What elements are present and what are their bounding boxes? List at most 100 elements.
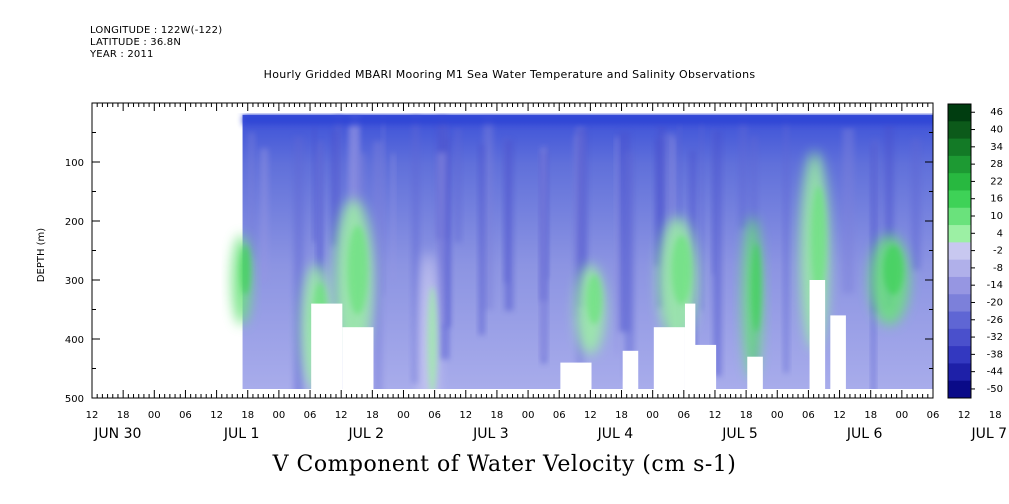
x-day-label: JUL 6 <box>846 426 883 442</box>
x-tick-label: 06 <box>304 410 317 421</box>
field-streak <box>871 139 880 313</box>
y-tick-label: 300 <box>65 276 84 287</box>
colorbar-label: -14 <box>987 280 1003 291</box>
colorbar-label: 34 <box>990 142 1003 153</box>
x-tick-label: 18 <box>491 410 504 421</box>
field-streak <box>411 115 420 384</box>
field-streak <box>618 131 631 332</box>
x-tick-label: 18 <box>241 410 254 421</box>
field-streak <box>317 141 323 389</box>
colorbar-swatch <box>948 104 971 122</box>
x-tick-label: 18 <box>366 410 379 421</box>
missing-data-gap <box>830 315 846 390</box>
x-tick-label: 18 <box>989 410 1002 421</box>
missing-data-gap <box>560 362 592 390</box>
x-tick-label: 18 <box>117 410 130 421</box>
y-tick-label: 500 <box>65 394 84 405</box>
field-streak <box>699 121 704 311</box>
y-tick-labels: 100 200 300 400 500 <box>65 158 84 405</box>
colorbar-label: -20 <box>987 297 1003 308</box>
x-tick-label: 06 <box>428 410 441 421</box>
x-tick-label: 06 <box>179 410 192 421</box>
field-streak <box>437 152 446 326</box>
x-tick-label: 12 <box>709 410 722 421</box>
missing-data-gap <box>311 303 343 390</box>
missing-data-gap <box>342 327 374 390</box>
chart-title: Hourly Gridded MBARI Mooring M1 Sea Wate… <box>263 68 756 81</box>
field-streak <box>381 118 385 295</box>
longitude-label: LONGITUDE : 122W(-122) <box>90 25 223 36</box>
field-streak <box>624 152 635 380</box>
x-tick-label: 12 <box>584 410 597 421</box>
missing-data-gap <box>809 280 826 390</box>
colorbar-swatch <box>948 346 971 364</box>
field-streak <box>654 139 662 266</box>
field-feature-core <box>427 286 438 389</box>
x-tick-label: 18 <box>864 410 877 421</box>
missing-data-gap <box>653 327 685 390</box>
colorbar-labels: 46 40 34 28 22 16 10 4 -2 -8 -14 -20 -26 -32 -38 -44 -50 <box>987 107 1003 395</box>
field-streak <box>454 128 462 243</box>
field-streak <box>884 123 894 308</box>
latitude-label: LATITUDE : 36.8N <box>90 37 182 48</box>
x-tick-label: 06 <box>927 410 940 421</box>
x-tick-label: 06 <box>802 410 815 421</box>
colorbar-swatch <box>948 363 971 382</box>
field-streak <box>783 117 789 373</box>
field-streak <box>478 144 485 335</box>
colorbar-label: -38 <box>987 349 1003 360</box>
colorbar-swatch <box>948 207 971 226</box>
colorbar-label: 4 <box>997 228 1003 239</box>
colorbar-label: 22 <box>990 176 1003 187</box>
missing-data-gap <box>622 350 639 390</box>
field-streak <box>248 132 255 257</box>
colorbar-swatch <box>948 311 971 330</box>
field-streak <box>615 136 619 355</box>
x-minor-ticks <box>96 103 929 398</box>
colorbar-label: -26 <box>987 315 1003 326</box>
x-day-label: JUL 2 <box>347 426 384 442</box>
velocity-field <box>231 106 1009 409</box>
x-day-label: JUL 3 <box>472 426 509 442</box>
field-feature-core <box>240 245 251 295</box>
x-tick-label: 12 <box>335 410 348 421</box>
missing-data-gap <box>684 344 717 390</box>
field-feature <box>969 211 1009 409</box>
field-streak <box>483 117 494 310</box>
x-day-label: JUL 5 <box>721 426 758 442</box>
x-day-label: JUL 1 <box>223 426 260 442</box>
colorbar-swatch <box>948 259 971 278</box>
x-tick-label: 18 <box>615 410 628 421</box>
x-tick-label: 00 <box>397 410 410 421</box>
x-tick-label: 18 <box>740 410 753 421</box>
y-ticks <box>92 102 933 399</box>
x-tick-label: 12 <box>958 410 971 421</box>
x-tick-label: 12 <box>86 410 99 421</box>
y-axis-label: DEPTH (m) <box>36 228 47 282</box>
colorbar <box>947 103 975 399</box>
field-feature-core <box>976 106 986 175</box>
colorbar-swatch <box>948 225 971 243</box>
x-tick-label: 12 <box>833 410 846 421</box>
colorbar-label: 16 <box>990 194 1003 205</box>
x-tick-label: 06 <box>677 410 690 421</box>
y-tick-label: 100 <box>65 158 84 169</box>
colorbar-swatch <box>948 294 971 313</box>
x-tick-label: 00 <box>895 410 908 421</box>
colorbar-swatch <box>948 242 971 261</box>
x-tick-label: 00 <box>771 410 784 421</box>
x-tick-label: 00 <box>273 410 286 421</box>
colorbar-swatch <box>948 173 971 191</box>
colorbar-swatch <box>948 155 971 174</box>
field-streak <box>373 141 383 389</box>
colorbar-swatch <box>948 138 971 157</box>
field-feature-core <box>671 235 692 305</box>
x-tick-label: 12 <box>459 410 472 421</box>
field-feature-core <box>883 245 904 295</box>
x-day-label: JUL 7 <box>970 426 1007 442</box>
colorbar-swatch <box>948 190 971 209</box>
field-streak <box>738 118 748 229</box>
field-streak <box>713 130 722 377</box>
x-tick-label: 00 <box>522 410 535 421</box>
colorbar-label: -32 <box>987 332 1003 343</box>
